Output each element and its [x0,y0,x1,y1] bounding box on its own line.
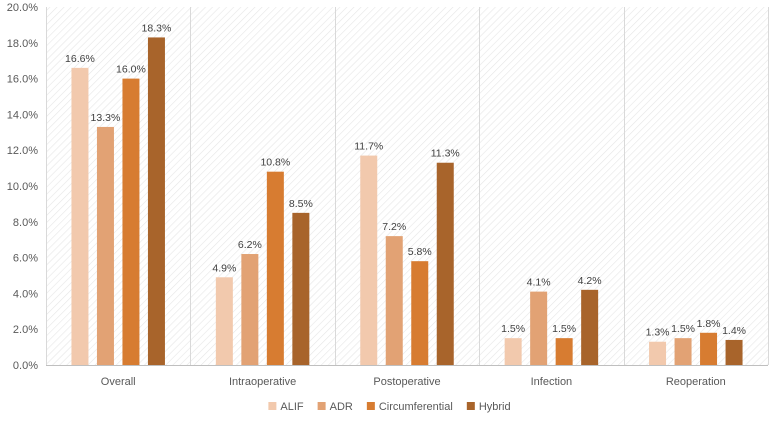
data-label: 16.6% [65,53,95,65]
y-tick-label: 16.0% [7,74,38,86]
x-tick-label: Infection [531,376,573,388]
y-tick-label: 4.0% [13,288,38,300]
bars [71,37,743,366]
bar [581,289,599,365]
data-label: 11.7% [354,141,383,153]
x-tick-label: Reoperation [666,376,726,388]
bar [530,291,548,365]
y-tick-label: 14.0% [7,109,38,121]
legend-swatch [317,402,326,410]
y-tick-label: 18.0% [7,38,38,50]
data-labels: 16.6% 13.3% 16.0% 18.3% 4.9%6.2% 10.8% 8.5% 11.… [65,22,746,338]
y-tick-label: 8.0% [13,217,38,229]
bar [241,254,259,365]
data-label: 18.3% [142,22,172,34]
data-label: 4.9% [212,262,236,274]
bar [700,332,718,365]
x-tick-label: Overall [101,376,136,388]
x-tick-label: Postoperative [373,376,440,388]
axes: 0.0% 2.0% 4.0% 6.0% 8.0% 10.0% 12.0% 14.0% 16.0%… [7,2,768,388]
legend-item: Circumferential [366,401,453,413]
data-label: 6.2% [238,239,262,251]
data-label: 4.2% [578,275,602,287]
data-label: 1.3% [646,327,670,339]
bar [147,37,165,366]
y-tick-label: 12.0% [7,145,38,157]
bar [215,277,233,365]
bar [122,78,140,365]
bar [649,341,667,365]
y-tick-label: 2.0% [13,324,38,336]
bar [436,162,454,365]
data-label: 1.8% [697,318,721,330]
bar [71,67,89,366]
data-label: 1.5% [501,323,525,335]
data-label: 5.8% [408,246,432,258]
bar [360,155,378,365]
y-tick-label: 0.0% [13,360,38,372]
y-tick-label: 6.0% [13,253,38,265]
legend-item: ALIF [268,401,304,413]
x-tick-label: Intraoperative [229,376,296,388]
data-label: 11.3% [431,148,460,160]
bar [504,338,522,365]
legend-label: Circumferential [379,401,453,413]
bar [725,339,743,365]
bar [555,338,573,365]
bar [674,338,692,365]
legend-item: Hybrid [466,401,511,413]
data-label: 1.4% [722,325,746,337]
legend-label: Hybrid [479,401,511,413]
data-label: 16.0% [116,64,146,76]
data-label: 8.5% [289,198,313,210]
data-label: 10.8% [260,157,290,169]
gridlines [46,7,769,365]
legend-label: ADR [330,401,353,413]
y-tick-label: 20.0% [7,2,38,14]
legend-label: ALIF [280,401,304,413]
data-label: 7.2% [382,221,406,233]
bar [292,212,310,365]
data-label: 1.5% [671,323,695,335]
legend-swatch [466,402,475,410]
y-tick-label: 10.0% [7,181,38,193]
data-label: 1.5% [552,323,576,335]
bar [96,126,114,366]
bar [385,236,403,365]
bar [411,261,429,365]
legend-item: ADR [317,401,353,413]
data-label: 4.1% [527,277,551,289]
legend: ALIF ADR Circumferential Hybrid [268,401,511,413]
legend-swatch [366,402,375,410]
plot-area-background [46,7,768,365]
data-label: 13.3% [91,112,121,124]
bar [266,171,284,365]
legend-swatch [268,402,277,410]
